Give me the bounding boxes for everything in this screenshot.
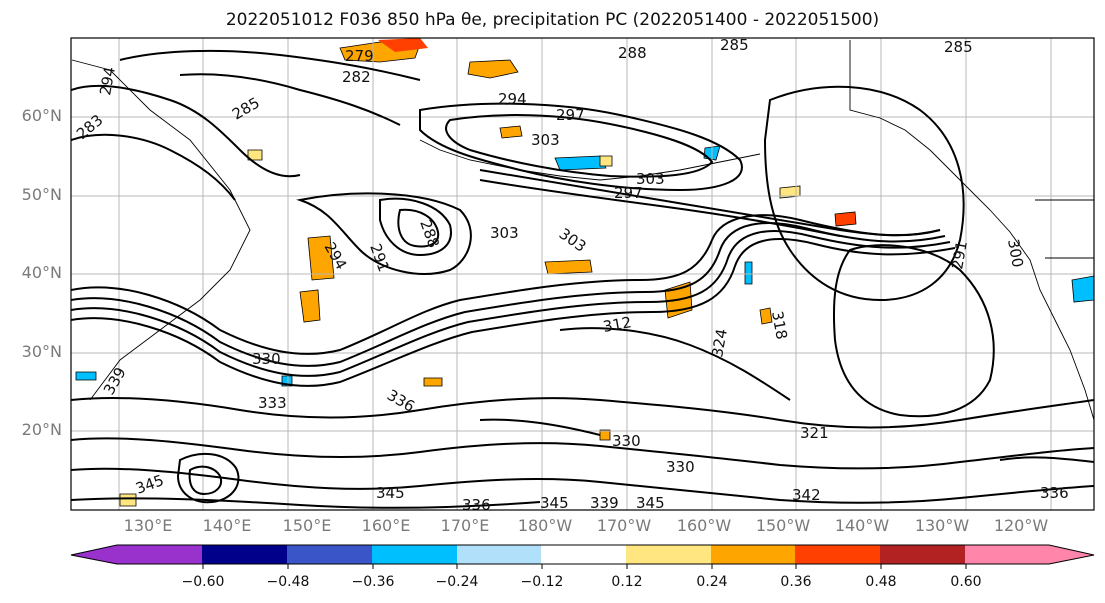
map-frame (70, 37, 1095, 511)
contour-label: 285 (720, 36, 749, 54)
contour-label: 285 (944, 38, 973, 56)
theta-e-contours (71, 49, 1094, 509)
lat-label: 20°N (21, 420, 62, 439)
contour-label: 294 (498, 90, 527, 108)
contour-label: 294 (96, 65, 119, 96)
contour-label: 291 (948, 239, 971, 270)
lon-label: 130°E (123, 516, 173, 535)
contour-label: 324 (708, 327, 731, 358)
colorbar-swatch (795, 545, 881, 564)
contour-label: 312 (602, 313, 633, 336)
colorbar-tick-label: −0.12 (520, 574, 564, 590)
contour-label: 297 (556, 106, 585, 124)
lon-label: 170°E (440, 516, 490, 535)
colorbar-swatch (541, 545, 627, 564)
colorbar-tick-label: −0.24 (435, 574, 479, 590)
contour-label: 279 (345, 47, 374, 65)
contour-label: 345 (540, 494, 569, 512)
colorbar-tick-label: 0.36 (780, 574, 812, 590)
contour-label: 342 (792, 486, 821, 504)
contour-label: 333 (258, 394, 287, 412)
lon-label: 150°E (282, 516, 332, 535)
colorbar-swatch (711, 545, 797, 564)
colorbar-tick-label: −0.36 (351, 574, 395, 590)
colorbar-swatch (372, 545, 458, 564)
lon-label: 120°W (993, 516, 1049, 535)
lat-label: 40°N (21, 263, 62, 282)
contour-label: 300 (1004, 238, 1027, 269)
colorbar-tick-label: 0.24 (696, 574, 728, 590)
colorbar-tick-label: 0.12 (611, 574, 643, 590)
lon-label: 160°E (361, 516, 411, 535)
colorbar (70, 544, 1095, 569)
contour-label: 345 (376, 484, 405, 502)
colorbar-swatch (457, 545, 543, 564)
contour-label: 303 (531, 131, 560, 149)
colorbar-outline (70, 544, 1095, 565)
lon-label: 180°W (517, 516, 573, 535)
colorbar-tick-label: 0.48 (865, 574, 897, 590)
colorbar-extend-low (71, 545, 117, 564)
colorbar-swatch (965, 545, 1049, 564)
colorbar-swatch (202, 545, 288, 564)
lon-label: 160°W (676, 516, 732, 535)
contour-label: 345 (636, 494, 665, 512)
colorbar-swatch (626, 545, 712, 564)
lat-label: 50°N (21, 185, 62, 204)
contour-label: 330 (252, 350, 281, 368)
contour-label: 339 (590, 494, 619, 512)
colorbar-swatch (117, 545, 203, 564)
lon-label: 140°E (202, 516, 252, 535)
colorbar-tick-label: 0.60 (950, 574, 982, 590)
figure-title: 2022051012 F036 850 hPa θe, precipitatio… (225, 10, 880, 30)
contour-label: 318 (768, 310, 791, 341)
colorbar-tick-label: −0.48 (266, 574, 310, 590)
map-content (71, 38, 1094, 510)
contour-label: 336 (1040, 484, 1069, 502)
contour-label: 336 (462, 496, 491, 514)
contour-label: 303 (636, 170, 665, 188)
lat-label: 30°N (21, 342, 62, 361)
contour-label: 288 (618, 44, 647, 62)
contour-label: 330 (612, 432, 641, 450)
lon-label: 140°W (834, 516, 890, 535)
colorbar-extend-high (1049, 545, 1094, 564)
contour-label: 321 (800, 424, 829, 442)
lon-label: 130°W (914, 516, 970, 535)
colorbar-swatch (287, 545, 373, 564)
colorbar-tick-label: −0.60 (181, 574, 225, 590)
contour-label: 330 (666, 458, 695, 476)
contour-labels: 282 279 288 285 285 294 294 285 283 297 … (73, 36, 1069, 514)
contour-label: 282 (342, 68, 371, 86)
coastlines (71, 40, 1094, 421)
lon-label: 170°W (596, 516, 652, 535)
colorbar-swatch (880, 545, 966, 564)
contour-label: 303 (490, 224, 519, 242)
contour-label: 297 (614, 184, 643, 202)
lon-label: 150°W (755, 516, 811, 535)
lat-label: 60°N (21, 106, 62, 125)
